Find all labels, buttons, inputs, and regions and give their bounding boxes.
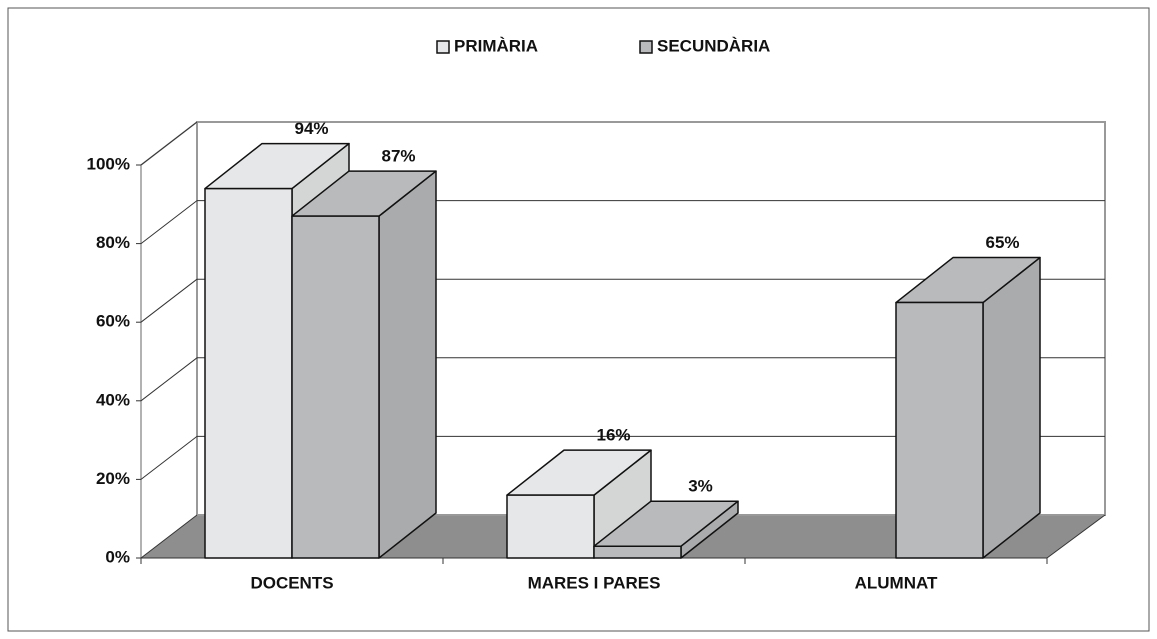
wall-grid-line — [140, 436, 198, 480]
bar-side — [982, 256, 1041, 559]
y-tick-label: 60% — [96, 312, 130, 331]
value-label: 16% — [596, 426, 630, 445]
wall-grid-line — [140, 357, 198, 402]
y-tick-label: 80% — [96, 233, 130, 252]
wall-grid-line — [140, 278, 198, 323]
x-tick-label: ALUMNAT — [855, 573, 938, 592]
legend-label: PRIMÀRIA — [454, 36, 538, 55]
y-tick-label: 100% — [87, 154, 130, 173]
legend-label: SECUNDÀRIA — [657, 36, 770, 55]
legend-swatch — [639, 40, 653, 54]
legend-swatch — [436, 40, 450, 54]
value-label: 94% — [294, 119, 328, 138]
wall-grid-line — [140, 200, 198, 244]
wall-grid-line — [140, 514, 198, 559]
x-tick-label: MARES I PARES — [528, 573, 661, 592]
bar — [593, 545, 682, 559]
value-label: 87% — [381, 147, 415, 166]
y-tick-label: 20% — [96, 469, 130, 488]
bar — [204, 187, 293, 559]
value-label: 65% — [985, 233, 1019, 252]
x-tick-label: DOCENTS — [250, 573, 333, 592]
value-label: 3% — [688, 477, 713, 496]
y-tick-label: 0% — [105, 547, 130, 566]
bar — [506, 494, 595, 559]
wall-grid-line — [140, 121, 198, 166]
floor-edge — [1046, 514, 1106, 559]
bar — [291, 215, 380, 559]
y-tick-label: 40% — [96, 390, 130, 409]
bar-side — [378, 170, 437, 559]
bar — [895, 301, 984, 559]
